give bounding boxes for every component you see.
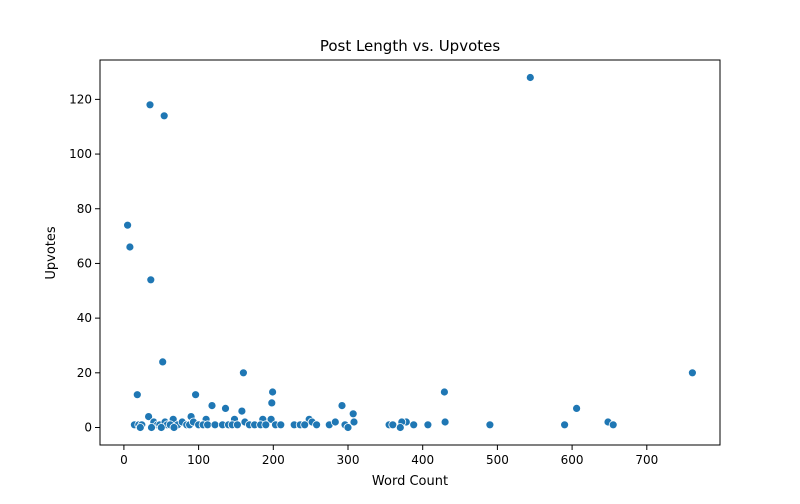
scatter-point [146,275,156,285]
y-tick-label: 0 [84,421,92,435]
scatter-point [300,420,310,430]
scatter-point [135,423,145,432]
data-points [123,73,697,432]
scatter-point [203,420,213,430]
scatter-point [207,401,217,411]
x-tick-label: 300 [337,453,360,467]
x-tick-label: 400 [411,453,434,467]
scatter-point [123,220,132,230]
scatter-point [349,417,359,427]
plot-frame [99,59,721,446]
scatter-point [169,423,179,432]
scatter-point [159,111,169,121]
scatter-point [560,420,569,430]
x-axis-label: Word Count [372,474,448,489]
scatter-point [423,420,433,430]
scatter-point [337,401,347,411]
axis-ticks: 0 100 200 300 400 500 600 700 0 20 40 60 80 100 120 [69,92,658,467]
scatter-point [132,390,142,400]
scatter-point [267,398,277,408]
scatter-point [237,406,247,416]
scatter-point [348,409,358,419]
scatter-point [156,423,166,432]
scatter-point [145,100,155,110]
scatter-point [440,417,450,427]
scatter-point [276,420,286,430]
scatter-point [210,420,220,430]
scatter-point [147,423,156,432]
scatter-point [395,423,405,432]
scatter-point [343,423,353,432]
scatter-point [439,387,449,397]
y-tick-label: 40 [77,311,92,325]
scatter-point [221,403,230,413]
scatter-point [158,357,168,367]
y-tick-label: 100 [69,147,92,161]
scatter-point [125,242,135,252]
scatter-point [525,73,535,82]
scatter-point [232,420,242,430]
scatter-point [688,368,697,378]
y-tick-label: 120 [69,92,92,106]
scatter-point [312,420,322,430]
x-tick-label: 0 [120,453,128,467]
scatter-point [572,403,581,413]
y-tick-label: 20 [77,366,92,380]
chart-title: Post Length vs. Upvotes [320,37,501,55]
scatter-point [268,387,278,397]
x-tick-label: 700 [635,453,658,467]
scatter-point [388,420,398,430]
scatter-point [485,420,495,430]
scatter-point [191,390,201,400]
y-tick-label: 80 [77,202,92,216]
y-tick-label: 60 [77,256,92,270]
scatter-point [261,420,271,430]
x-tick-label: 100 [187,453,210,467]
scatter-point [144,412,154,422]
scatter-point [608,420,618,430]
y-axis-label: Upvotes [44,226,59,280]
x-tick-label: 200 [262,453,285,467]
scatter-point [238,368,248,378]
scatter-point [409,420,419,430]
x-tick-label: 600 [561,453,584,467]
scatter-point [330,417,340,427]
plot-area [100,60,720,445]
x-tick-label: 500 [486,453,509,467]
